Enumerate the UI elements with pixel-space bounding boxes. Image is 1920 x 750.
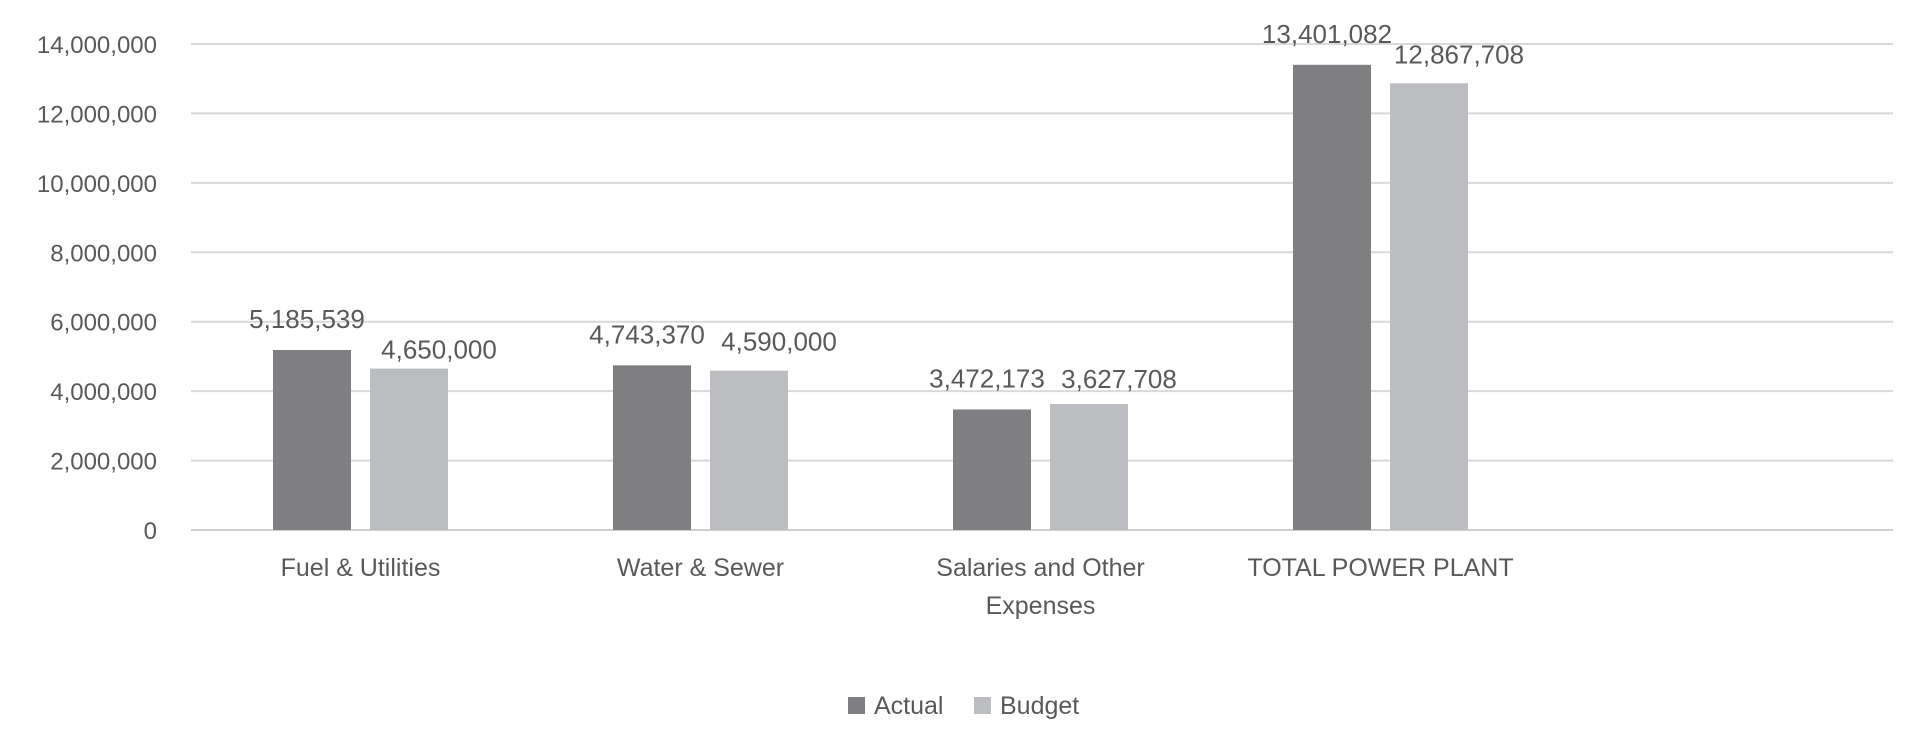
bar-budget-2 [1050,404,1128,530]
gridlines [191,43,1893,531]
bar-actual-2 [953,409,1031,530]
x-category-label: Fuel & Utilities [281,554,441,582]
bar-actual-3 [1293,64,1371,530]
legend-label-actual: Actual [874,692,943,720]
data-label-actual-1: 4,743,370 [589,319,705,349]
data-label-budget-0: 4,650,000 [381,335,497,365]
data-label-actual-0: 5,185,539 [249,304,365,334]
data-label-budget-3: 12,867,708 [1394,39,1524,69]
data-label-budget-2: 3,627,708 [1061,364,1177,394]
y-tick-label: 0 [144,518,157,545]
bar-actual-1 [613,365,691,530]
bars [273,64,1468,531]
legend: Actual Budget [848,692,1079,720]
y-tick-label: 12,000,000 [37,101,157,128]
y-tick-label: 10,000,000 [37,171,157,198]
x-category-label: TOTAL POWER PLANT [1247,554,1513,582]
y-tick-label: 8,000,000 [50,240,157,267]
bar-budget-3 [1390,83,1468,531]
y-tick-label: 4,000,000 [50,379,157,406]
bar-budget-1 [710,370,788,530]
legend-swatch-actual [848,697,865,714]
data-label-budget-1: 4,590,000 [721,327,837,357]
y-tick-label: 14,000,000 [37,32,157,59]
data-labels: 5,185,539 4,650,000 4,743,370 4,590,000 3,47… [249,19,1524,394]
x-category-label: Expenses [986,592,1096,620]
data-label-actual-3: 13,401,082 [1262,19,1392,49]
legend-swatch-budget [974,697,991,714]
legend-label-budget: Budget [1000,692,1079,720]
bar-budget-0 [370,368,448,530]
x-axis-category-labels: Fuel & Utilities Water & Sewer Salaries an… [281,554,1514,620]
bar-actual-0 [273,349,351,530]
data-label-actual-2: 3,472,173 [929,363,1045,393]
y-tick-label: 6,000,000 [50,310,157,337]
x-category-label: Salaries and Other [936,554,1144,582]
y-tick-label: 2,000,000 [50,449,157,476]
y-axis-tick-labels: 0 2,000,000 4,000,000 6,000,000 8,000,000 10,… [37,32,157,545]
x-category-label: Water & Sewer [617,554,784,582]
